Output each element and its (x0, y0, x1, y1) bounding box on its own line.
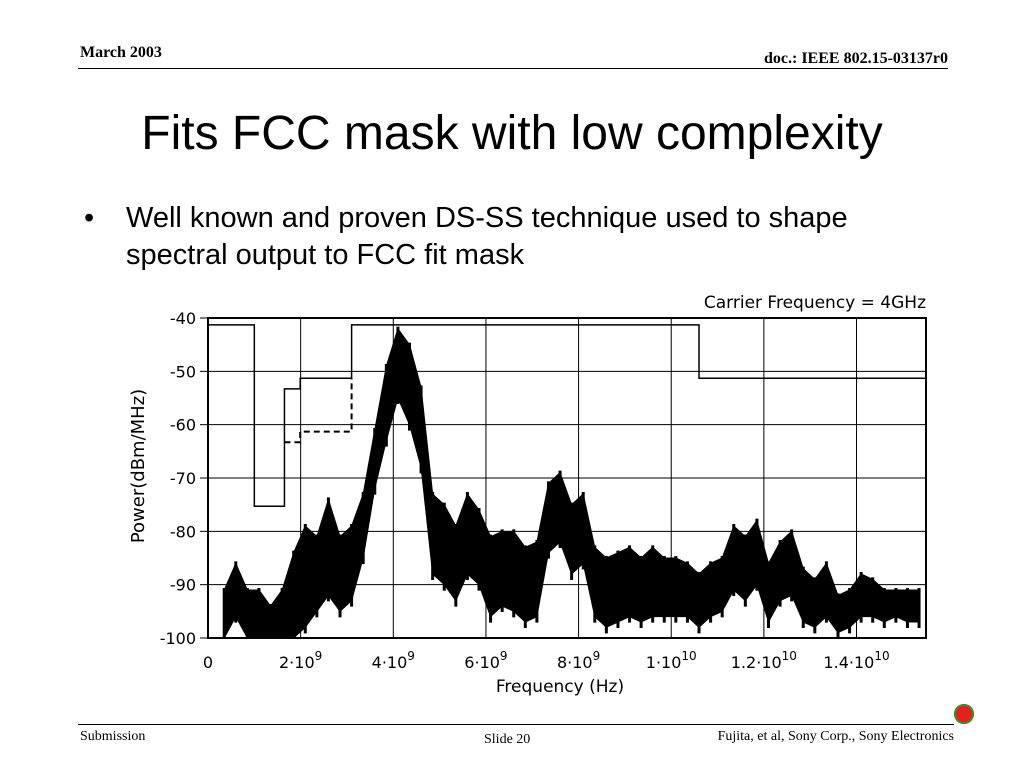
y-tick-label: -90 (170, 576, 196, 595)
x-tick-exponent: 10 (681, 649, 696, 663)
mask-dashed-line (284, 378, 353, 444)
header-doc-id: doc.: IEEE 802.15-03137r0 (764, 50, 948, 67)
x-tick-label: 1.2·1010 (731, 649, 797, 672)
x-tick-labels: 0 2·109 4·109 6·109 8·109 1·1010 1.2·1010 1.4·1… (203, 649, 890, 672)
x-tick-exponent: 10 (874, 649, 889, 663)
bullet-text: Well known and proven DS-SS technique us… (126, 202, 848, 271)
fcc-mask-line (208, 324, 926, 508)
x-tick-label: 1.4·1010 (823, 649, 889, 672)
x-tick-label: 4·109 (372, 649, 415, 672)
x-tick-mantissa: 8·10 (557, 653, 593, 672)
y-tick-labels: -40 -50 -60 -70 -80 -90 -100 (160, 309, 196, 648)
x-tick-exponent: 10 (782, 649, 797, 663)
y-tick-label: -100 (160, 629, 196, 648)
x-tick-label: 0 (203, 653, 213, 672)
slide-title: Fits FCC mask with low complexity (141, 107, 883, 160)
chart-title: Carrier Frequency = 4GHz (704, 293, 926, 313)
y-axis-label: Power(dBm/MHz) (128, 389, 149, 543)
header-date: March 2003 (80, 44, 162, 61)
x-tick-mantissa: 6·10 (464, 653, 500, 672)
x-tick-exponent: 9 (500, 649, 508, 663)
x-tick-label: 1·1010 (646, 649, 697, 672)
y-tick-label: -80 (170, 522, 196, 541)
x-tick-mantissa: 1.4·10 (823, 653, 874, 672)
x-tick-mantissa: 0 (203, 653, 213, 672)
spectrum-chart: -40-50-60-70-80-90-100 0 2·109 4·109 6·109 8… (128, 293, 927, 697)
footer-slide-number: Slide 20 (484, 732, 531, 747)
x-tick-mantissa: 1·10 (646, 653, 682, 672)
y-tick-label: -50 (170, 362, 196, 381)
x-tick-exponent: 9 (593, 649, 601, 663)
y-tick-label: -60 (170, 416, 196, 435)
header-rule (78, 68, 948, 69)
bullet-symbol: • (84, 202, 95, 234)
x-tick-label: 8·109 (557, 649, 600, 672)
x-tick-exponent: 9 (315, 649, 323, 663)
y-tick-label: -40 (170, 309, 196, 328)
x-tick-mantissa: 1.2·10 (731, 653, 782, 672)
corner-logo-icon (954, 704, 974, 724)
x-axis-label: Frequency (Hz) (496, 677, 624, 697)
spectrum-layer (222, 326, 921, 639)
x-tick-mantissa: 4·10 (372, 653, 408, 672)
x-tick-label: 2·109 (279, 649, 322, 672)
x-tick-exponent: 9 (407, 649, 415, 663)
plot-frame (207, 317, 927, 639)
x-tick-label: 6·109 (464, 649, 507, 672)
fcc-mask-layer (208, 324, 926, 508)
footer-rule (78, 724, 954, 725)
footer-submission: Submission (80, 729, 146, 744)
footer-authors: Fujita, et al, Sony Corp., Sony Electron… (717, 729, 954, 744)
x-tick-mantissa: 2·10 (279, 653, 315, 672)
y-tick-label: -70 (170, 469, 196, 488)
